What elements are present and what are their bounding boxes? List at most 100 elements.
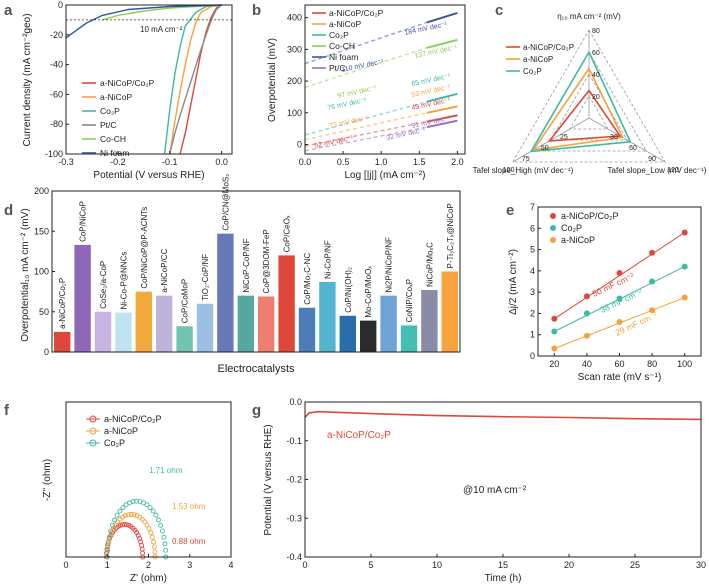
bar	[380, 295, 397, 352]
legend-entry: a-NiCoP/Co₂P	[104, 414, 162, 424]
x-tick-label: 1.5	[413, 157, 426, 167]
radar-axis-label: Tafel slope_High (mV dec⁻¹)	[473, 166, 574, 175]
data-point	[128, 511, 134, 517]
data-point	[161, 534, 167, 540]
legend-entry: Co₂P	[329, 30, 349, 40]
x-tick-label: 10	[432, 560, 442, 570]
y-axis-label: Δj/2 (mA cm⁻²)	[508, 249, 519, 315]
legend-entry: Co-CH	[329, 41, 355, 51]
bar-category-label: CoP/Mo₂C-NC	[303, 253, 312, 305]
data-point	[109, 522, 115, 528]
x-tick-label: 0.0	[215, 157, 228, 167]
data-point	[649, 278, 656, 285]
radar-tick-label: 75	[522, 156, 530, 163]
series-line	[426, 105, 458, 114]
radar-ring	[550, 73, 628, 141]
radar-ring	[569, 95, 609, 130]
legend-entry: a-NiCoP	[100, 92, 132, 102]
data-point	[125, 512, 131, 518]
data-point	[583, 293, 590, 300]
legend-entry: a-NiCoP/Co₂P	[329, 8, 384, 18]
y-tick-label: 200	[287, 76, 302, 86]
bar-category-label: CoP/NiCoP	[79, 201, 88, 242]
series-line	[426, 38, 458, 49]
bar-category-label: CoP/NiCoP@P-ACNTs	[140, 207, 149, 289]
legend-entry: Co₂P	[100, 106, 120, 116]
y-tick-label: -80	[50, 119, 63, 129]
y-tick-label: 3	[530, 287, 535, 297]
bar	[176, 326, 193, 352]
bar	[319, 281, 336, 352]
data-point	[150, 508, 156, 514]
y-tick-label: 4	[530, 266, 535, 276]
panel-letter: a	[4, 2, 13, 19]
y-tick-label: -60	[50, 89, 63, 99]
panel-letter: c	[495, 2, 503, 19]
data-point	[162, 541, 168, 547]
x-tick-label: 0	[302, 560, 307, 570]
radar-tick-label: 60	[592, 50, 600, 57]
data-point	[114, 512, 120, 518]
bar	[156, 295, 173, 352]
panel-letter: d	[4, 202, 13, 219]
data-point	[131, 512, 137, 518]
y-tick-label: -0.2	[286, 475, 302, 485]
y-tick-label: 300	[287, 44, 302, 54]
data-point	[160, 528, 165, 534]
bar-category-label: NiCoP/MoₓC	[425, 242, 434, 287]
legend-swatch	[550, 237, 556, 243]
radar-series	[531, 68, 624, 152]
bar	[54, 331, 71, 352]
bar-category-label: a-NiCoP/Co₂P	[58, 278, 67, 329]
series-line	[179, 4, 222, 155]
y-tick-label: 200	[34, 186, 49, 196]
legend-entry: Co₂P	[561, 223, 582, 233]
radar-tick-label: 30	[610, 134, 618, 141]
y-tick-label: -0.1	[286, 436, 302, 446]
bar-category-label: NiCoP-CoP/NF	[242, 238, 251, 292]
series-line	[304, 410, 702, 421]
legend-entry: a-NiCoP/Co₂P	[523, 43, 574, 52]
data-point	[120, 505, 126, 511]
radar-tick-label: 20	[592, 94, 600, 101]
radar-tick-label: 50	[541, 145, 549, 152]
data-point	[106, 534, 112, 540]
series-line	[426, 11, 458, 24]
legend-entry: Co-CH	[100, 134, 126, 144]
slope-label: 76 mV dec⁻¹	[327, 97, 368, 112]
radar-ring	[512, 29, 666, 163]
y-tick-label: 7	[530, 202, 535, 212]
panel-d: a-NiCoP/Co₂P CoP/NiCoP CoSe₂/a-CoP Ni-Co-P@…	[4, 174, 461, 375]
x-axis-label: Electrocatalysts	[217, 363, 295, 375]
legend-entry: a-NiCoP	[523, 55, 553, 64]
y-tick-label: 100	[34, 267, 49, 277]
condition-label: @10 mA cm⁻²	[463, 485, 527, 496]
bar	[217, 233, 234, 352]
data-point	[153, 512, 159, 518]
data-point	[140, 550, 146, 556]
radar-series	[529, 51, 632, 153]
legend-entry: Ni foam	[100, 148, 129, 158]
bar	[74, 244, 91, 352]
radar-tick-label: 120	[667, 167, 679, 174]
series-line	[426, 92, 458, 103]
y-tick-label: -0.4	[286, 552, 302, 562]
bar	[298, 307, 316, 352]
x-tick-label: 1	[105, 560, 110, 570]
bar	[115, 312, 132, 352]
data-point	[139, 516, 145, 522]
radar-tick-label: 40	[592, 72, 600, 79]
panel-e: 50 mF cm⁻²38 mF cm⁻²29 mF cm⁻²20 40 60 80 10…	[506, 202, 702, 383]
y-axis-label: -Z'' (ohm)	[42, 459, 53, 501]
y-axis-label: Overpotential (mV)	[267, 38, 278, 122]
data-point	[105, 547, 110, 553]
y-tick-label: 100	[287, 108, 302, 118]
legend-entry: Co₂P	[104, 438, 125, 448]
legend-entry: Pt/C	[100, 120, 117, 130]
data-point	[151, 539, 156, 545]
panel-letter: g	[252, 402, 261, 419]
bar	[400, 325, 418, 352]
bar	[94, 311, 112, 352]
radar-tick-label: 60	[629, 145, 637, 152]
